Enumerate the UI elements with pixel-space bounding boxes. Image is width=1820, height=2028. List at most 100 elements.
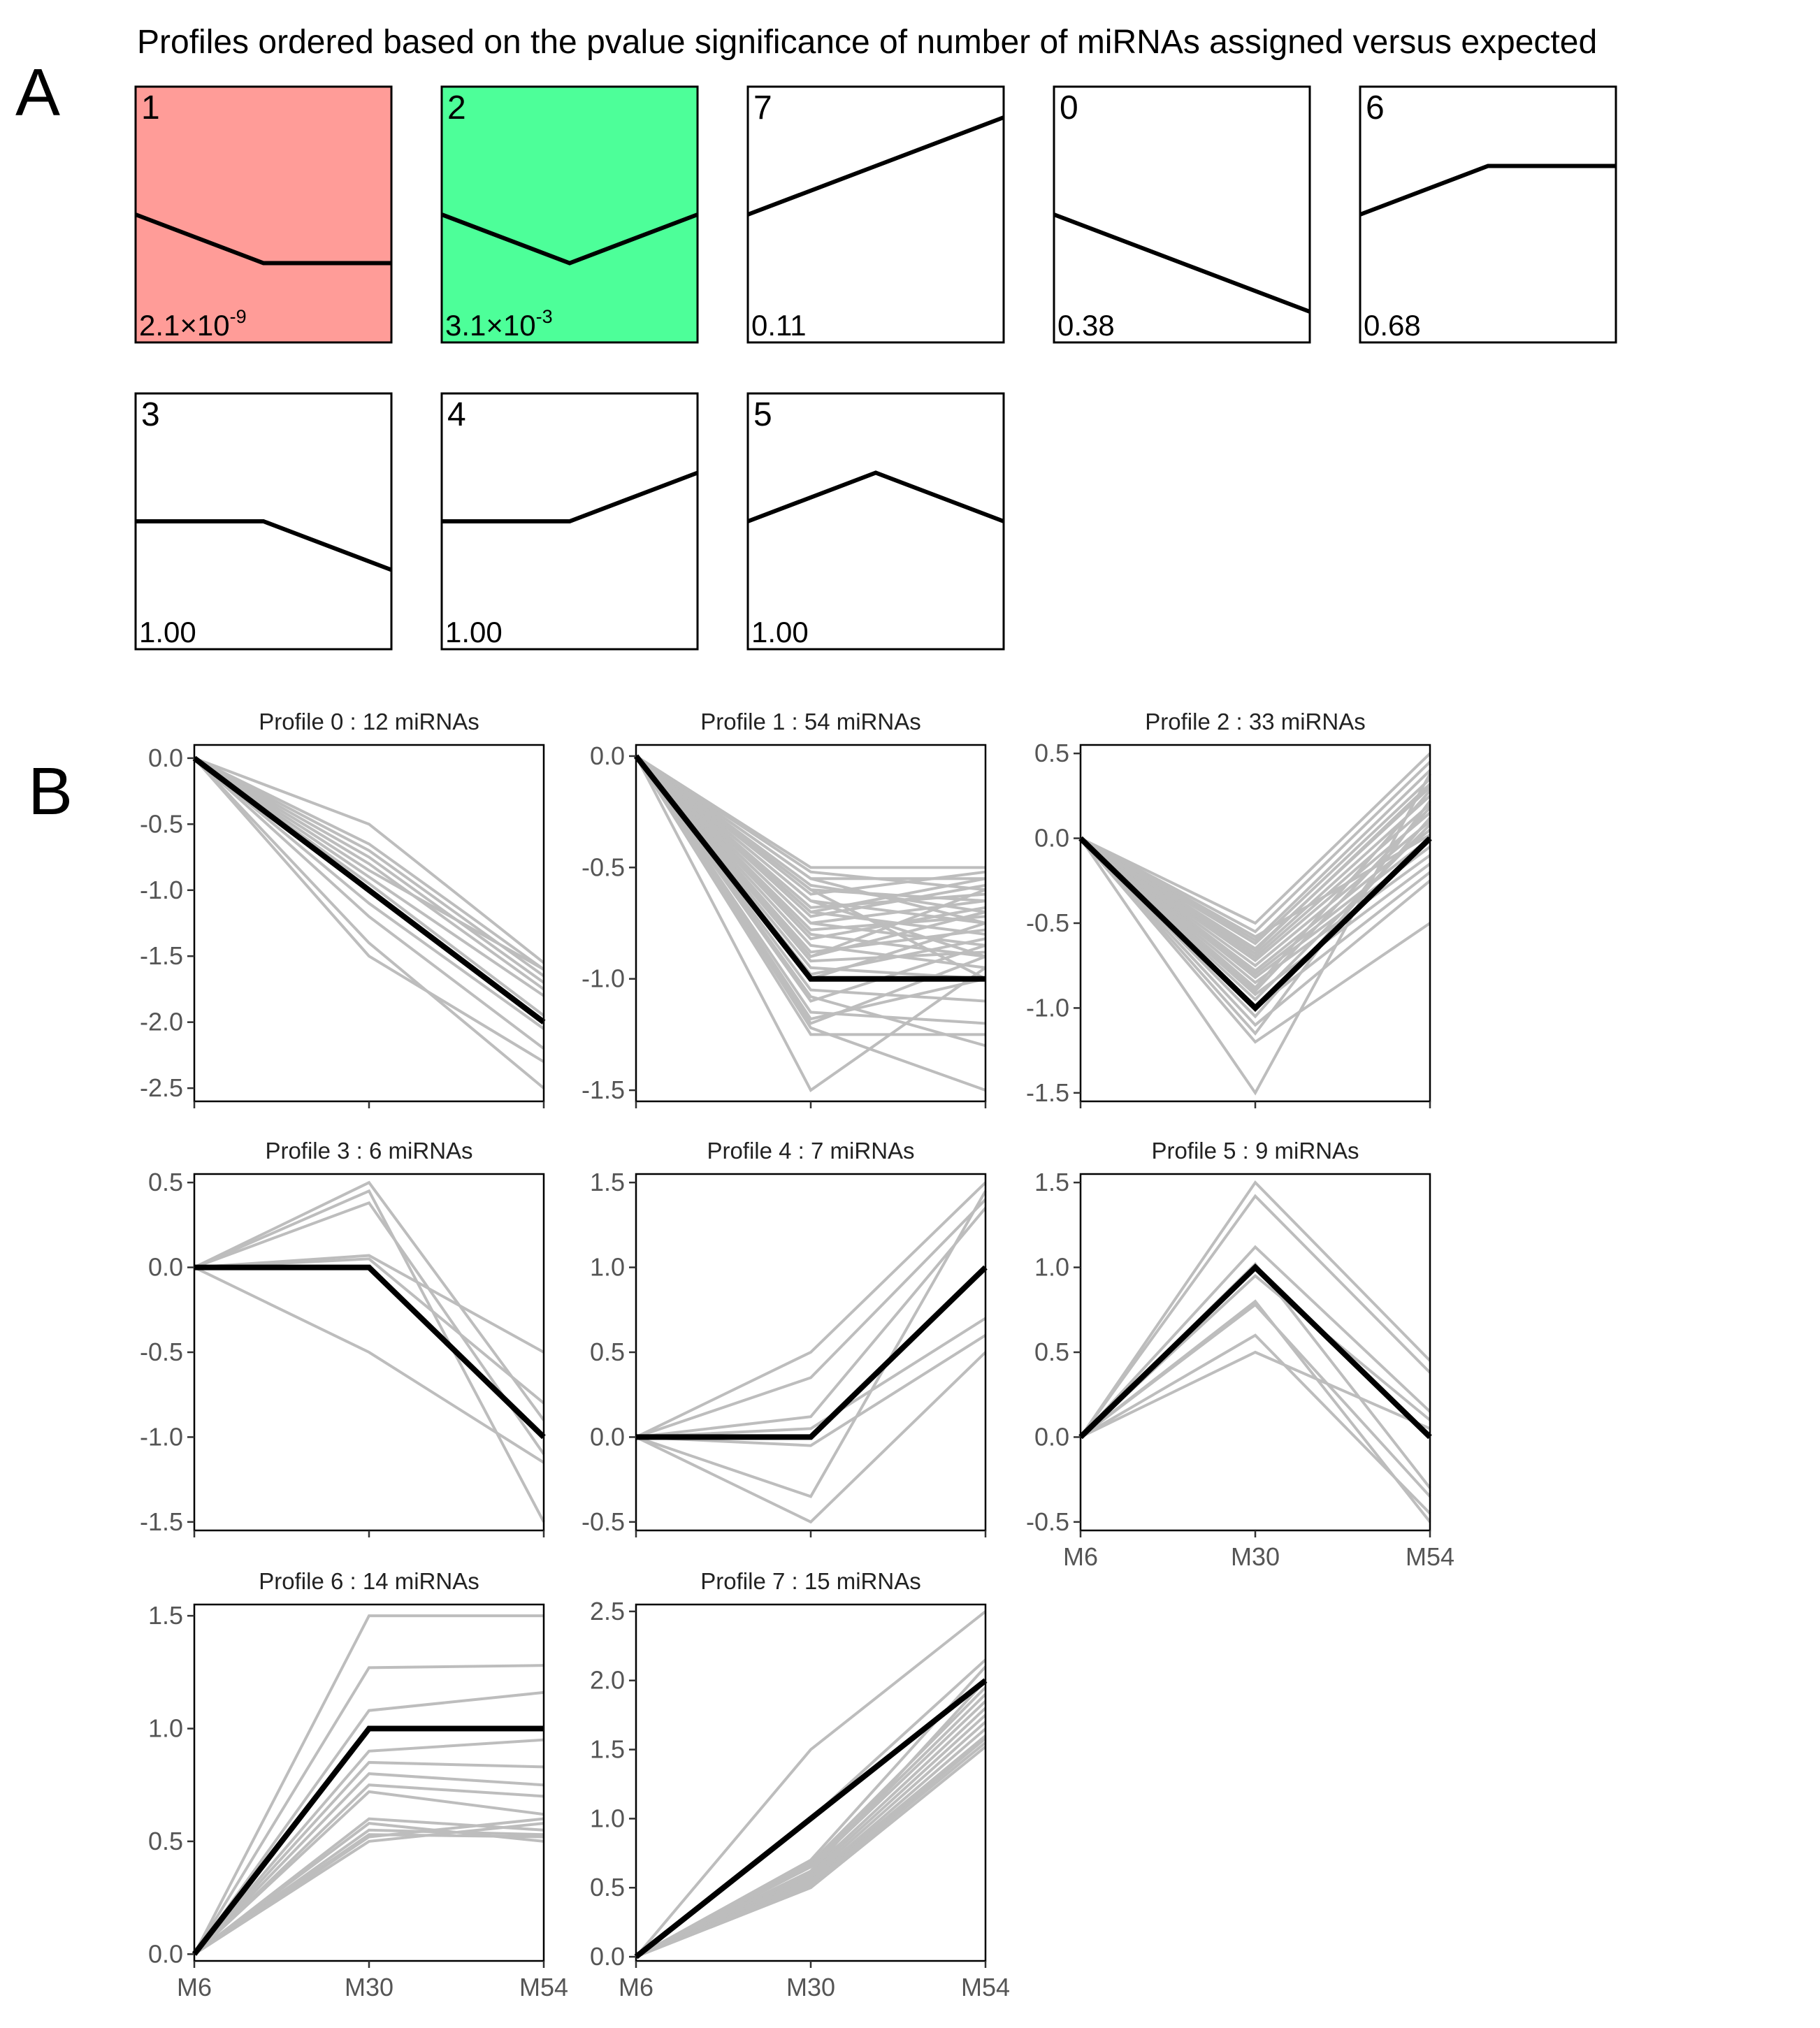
member-line [193, 1822, 544, 1955]
panel-a-heading: Profiles ordered based on the pvalue sig… [137, 24, 1597, 61]
profile-box-2: 2 3.1×10-3 [440, 85, 699, 344]
member-line [1080, 1350, 1431, 1439]
y-tick-label: 1.0 [148, 1714, 183, 1743]
member-line [194, 757, 545, 964]
member-line [635, 755, 986, 1092]
x-tick-label: M6 [619, 1973, 653, 2001]
member-line [635, 1746, 987, 1958]
member-line [193, 1760, 544, 1955]
plot-title: Profile 3 : 6 miRNAs [265, 1138, 472, 1164]
member-line [1079, 1194, 1431, 1438]
profile-box-3: 31.00 [134, 392, 393, 651]
member-line [635, 755, 987, 1093]
member-line [194, 757, 545, 984]
model-profile-line [1078, 1263, 1432, 1440]
member-line [635, 1737, 987, 1958]
y-tick-label: 0.0 [1034, 1422, 1069, 1451]
panel-a-letter: A [15, 55, 60, 130]
profile-shape-line [440, 212, 699, 266]
profile-plot-3: Profile 3 : 6 miRNAs 0.5 0.0 -0.5 -1.0 -1.5 [140, 1138, 546, 1537]
member-line [1080, 833, 1431, 939]
member-line [193, 1690, 544, 1955]
profile-box-id: 4 [447, 396, 466, 433]
member-line [193, 1738, 544, 1955]
y-tick-label: 1.5 [148, 1601, 183, 1630]
profile-box-id: 2 [447, 89, 466, 126]
y-tick-label: -1.5 [140, 941, 183, 970]
y-tick-label: 0.0 [590, 1422, 625, 1451]
profile-box-pvalue: 1.00 [139, 616, 196, 649]
y-tick-label: 1.0 [590, 1804, 625, 1832]
y-tick-label: 0.0 [148, 1253, 183, 1282]
y-tick-label: 2.5 [590, 1597, 625, 1625]
model-profile-line [194, 1264, 546, 1440]
x-tick-label: M30 [786, 1973, 835, 2001]
member-line [193, 1664, 544, 1955]
profile-box-frame [746, 85, 1005, 344]
profile-box-5: 51.00 [746, 392, 1005, 651]
profile-shape-line [1359, 164, 1616, 217]
member-line [635, 755, 986, 892]
y-tick-label: -0.5 [140, 1338, 183, 1366]
profile-box-id: 3 [141, 396, 160, 433]
member-line [635, 1190, 987, 1498]
member-line [635, 755, 986, 980]
y-tick-label: -1.0 [582, 964, 625, 993]
member-line [1079, 1180, 1431, 1438]
profile-box-frame [134, 85, 393, 344]
member-line [194, 1180, 545, 1421]
member-line [635, 755, 986, 959]
pvalue-exponent: -9 [230, 306, 247, 327]
plot-title: Profile 1 : 54 miRNAs [700, 709, 920, 734]
profile-box-id: 6 [1366, 89, 1385, 126]
member-line [635, 755, 986, 969]
x-tick-label: M6 [177, 1973, 212, 2001]
model-profile-line [1078, 836, 1432, 1013]
x-tick-label: M30 [1231, 1542, 1280, 1571]
y-tick-label: -1.0 [140, 876, 183, 904]
profile-shape-line [442, 470, 699, 523]
y-tick-label: -0.5 [1026, 908, 1069, 937]
y-tick-label: -1.0 [1026, 993, 1069, 1022]
member-line [635, 755, 986, 914]
member-line [193, 1783, 544, 1955]
member-line [1079, 1333, 1431, 1515]
profile-box-1: 1 2.1×10-9 [134, 85, 393, 344]
profile-box-frame [746, 392, 1005, 651]
member-line [635, 1181, 987, 1439]
y-tick-label: -0.5 [582, 853, 625, 881]
y-tick-label: 1.0 [590, 1253, 625, 1282]
profile-box-id: 7 [753, 89, 772, 126]
y-tick-label: 0.5 [148, 1827, 183, 1855]
y-tick-label: 0.5 [1034, 1338, 1069, 1366]
profile-box-pvalue: 0.11 [751, 309, 807, 342]
y-tick-label: -2.5 [140, 1073, 183, 1102]
profile-box-frame [440, 85, 699, 344]
y-tick-label: 0.5 [1034, 739, 1069, 767]
member-line [194, 1266, 545, 1464]
y-tick-label: 1.0 [1034, 1253, 1069, 1282]
y-tick-label: -0.5 [1026, 1507, 1069, 1536]
member-line [193, 757, 545, 991]
profile-box-pvalue: 2.1×10-9 [139, 306, 247, 342]
profile-shape-line [136, 519, 393, 572]
y-tick-label: 0.0 [1034, 824, 1069, 853]
panel-a-profile-boxes: 12.1×10-923.1×10-370.1100.3860.6831.0041… [134, 85, 1617, 651]
model-profile-line [192, 1725, 544, 1956]
profile-box-pvalue: 0.38 [1057, 309, 1115, 342]
member-line [193, 757, 545, 1089]
profile-shape-line [1053, 212, 1311, 314]
profile-box-pvalue: 0.68 [1364, 309, 1421, 342]
panel-b-profile-plots: Profile 0 : 12 miRNAs 0.0 -0.5 -1.0 -1.5 -2.0… [140, 709, 1454, 2001]
profile-box-id: 1 [141, 89, 160, 126]
y-tick-label: 0.0 [590, 1942, 625, 1971]
profile-plot-7: Profile 7 : 15 miRNAs2.52.01.51.00.50.0M… [590, 1568, 1010, 2001]
y-tick-label: 0.0 [148, 744, 183, 772]
member-line [193, 1790, 544, 1955]
member-line [635, 1198, 987, 1439]
member-line [1079, 837, 1431, 1027]
member-line [193, 757, 544, 971]
member-line [635, 755, 986, 958]
member-line [635, 1610, 987, 1958]
y-tick-label: 0.0 [590, 741, 625, 770]
